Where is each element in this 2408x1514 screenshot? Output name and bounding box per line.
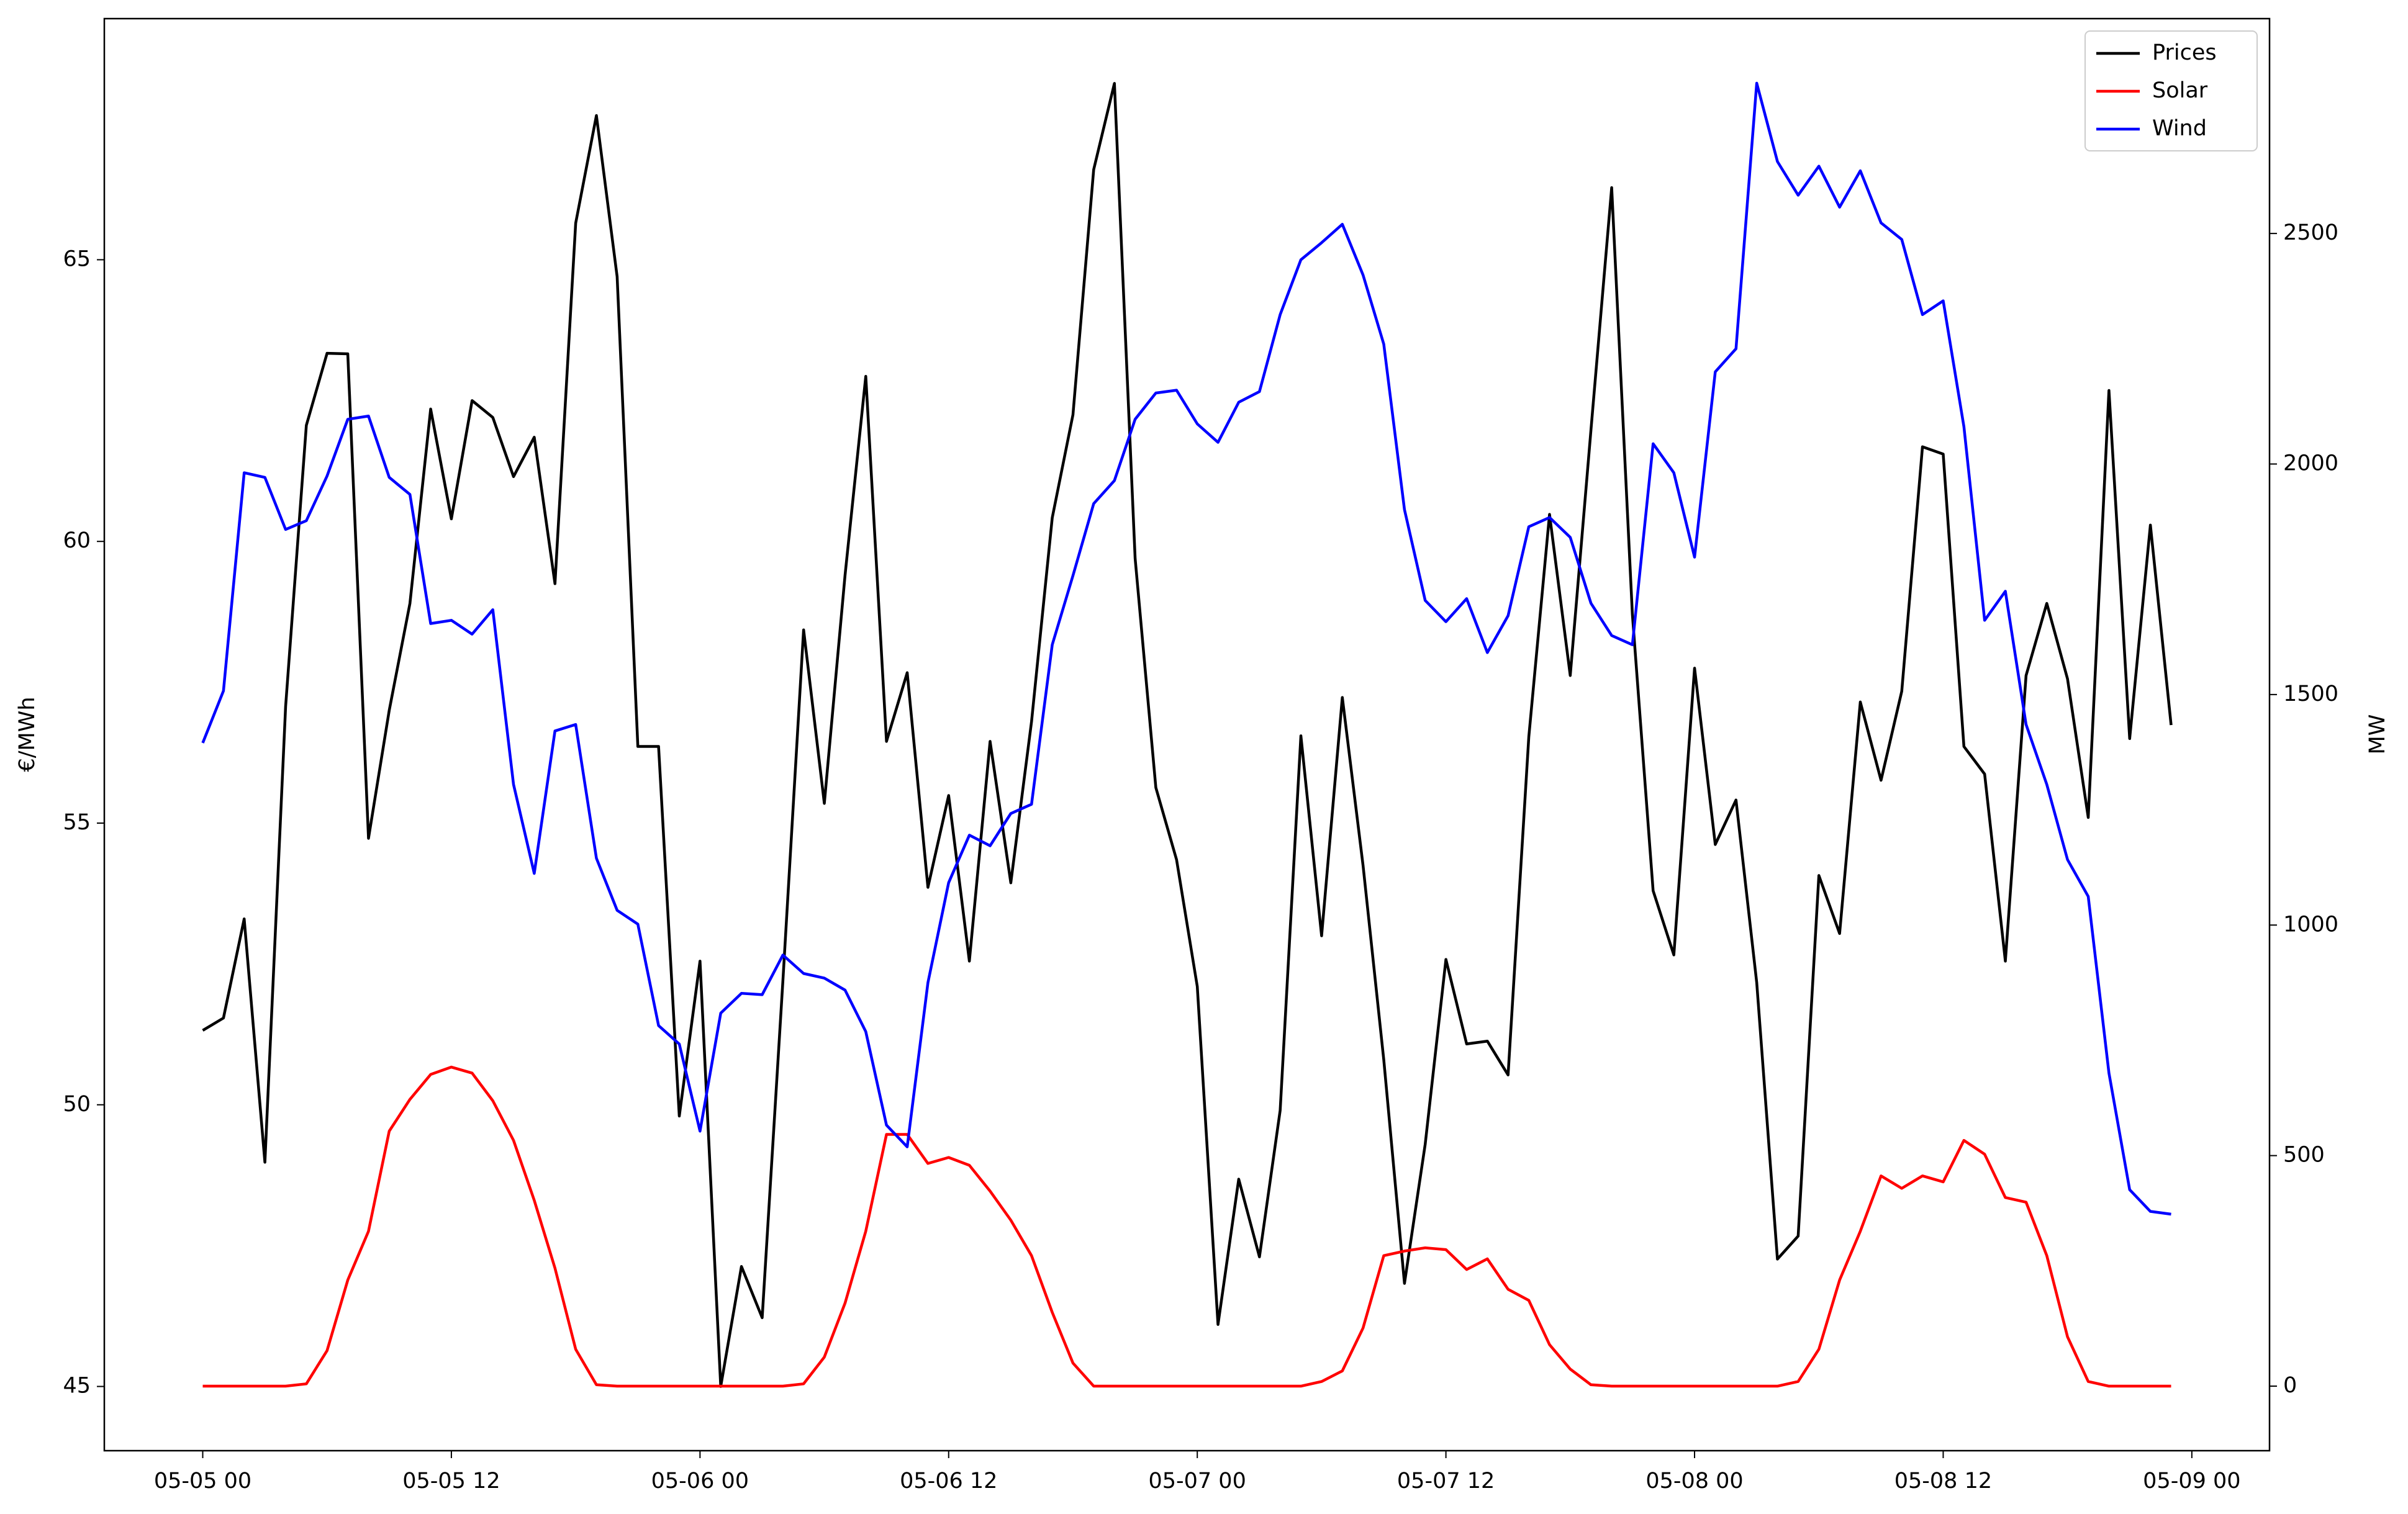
- x-tick-label: 05-05 00: [154, 1469, 251, 1494]
- x-tick-label: 05-07 00: [1148, 1469, 1246, 1494]
- x-tick-label: 05-07 12: [1397, 1469, 1495, 1494]
- y2-tick-label: 2500: [2283, 220, 2338, 245]
- series-line: [202, 82, 2173, 1388]
- legend-label: Solar: [2152, 78, 2208, 103]
- plot-frame: [103, 17, 2271, 1452]
- legend-label: Prices: [2152, 40, 2217, 65]
- x-tick-label: 05-06 12: [900, 1469, 997, 1494]
- legend: Prices Solar Wind: [2084, 30, 2258, 151]
- x-tick-label: 05-09 00: [2143, 1469, 2240, 1494]
- y2-tick-label: 1000: [2283, 912, 2338, 937]
- y2-tick-label: 500: [2283, 1143, 2325, 1168]
- y-axis-label: €/MWh: [15, 696, 40, 772]
- y2-tick-label: 0: [2283, 1373, 2297, 1398]
- y-tick-label: 50: [63, 1092, 91, 1117]
- x-tick-label: 05-06 00: [651, 1469, 749, 1494]
- y-tick-label: 60: [63, 528, 91, 553]
- y-tick-label: 55: [63, 810, 91, 835]
- x-tick-label: 05-05 12: [402, 1469, 500, 1494]
- y-tick-label: 45: [63, 1374, 91, 1399]
- series-line: [202, 1065, 2171, 1388]
- legend-box: [2084, 30, 2258, 151]
- x-tick-label: 05-08 12: [1894, 1469, 1992, 1494]
- x-tick-label: 05-08 00: [1645, 1469, 1743, 1494]
- y2-axis-label: MW: [2365, 714, 2390, 755]
- y2-tick-label: 2000: [2283, 451, 2338, 476]
- legend-label: Wind: [2152, 116, 2207, 141]
- y2-tick-label: 1500: [2283, 682, 2338, 706]
- series-line: [201, 81, 2171, 1216]
- y-tick-label: 65: [63, 246, 91, 271]
